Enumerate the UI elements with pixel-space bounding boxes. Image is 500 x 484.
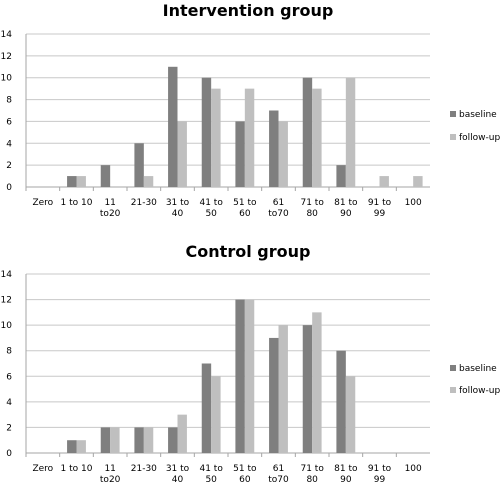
bar-baseline-4 — [168, 66, 178, 187]
bar-follow-up-9 — [345, 77, 356, 187]
y-tick-label: 8 — [6, 96, 12, 106]
y-tick-label: 4 — [6, 139, 12, 149]
bar-follow-up-3 — [143, 427, 154, 453]
y-tick-label: 6 — [6, 372, 12, 382]
bar-baseline-9 — [336, 165, 346, 187]
bar-baseline-3 — [134, 427, 144, 453]
x-tick-label: 41 to 50 — [199, 198, 223, 219]
bar-follow-up-8 — [312, 88, 322, 187]
bar-follow-up-6 — [244, 88, 255, 187]
y-tick-label: 14 — [1, 270, 13, 280]
bar-baseline-5 — [201, 77, 212, 187]
legend-swatch-follow-up — [450, 134, 456, 140]
x-tick-label: 31 to 40 — [166, 464, 190, 484]
bar-follow-up-9 — [345, 376, 356, 453]
x-tick-label: 71 to 80 — [300, 198, 324, 219]
bar-baseline-6 — [235, 121, 245, 187]
chart-title: Control group — [186, 242, 311, 261]
y-tick-label: 0 — [6, 449, 12, 459]
y-tick-label: 14 — [1, 30, 13, 40]
bar-baseline-4 — [168, 427, 178, 453]
bar-follow-up-4 — [177, 414, 187, 453]
x-tick-label: 71 to 80 — [300, 464, 324, 484]
x-tick-label: Zero — [32, 198, 53, 208]
legend-swatch-baseline — [450, 365, 456, 371]
bar-baseline-5 — [201, 363, 212, 453]
x-tick-label: 81 to 90 — [334, 464, 358, 484]
x-tick-label: 51 to 60 — [233, 464, 257, 484]
bar-baseline-6 — [235, 299, 245, 453]
legend-swatch-baseline — [450, 111, 456, 117]
legend-label-baseline: baseline — [459, 364, 497, 374]
x-tick-label: 1 to 10 — [61, 198, 93, 208]
bar-follow-up-2 — [110, 427, 120, 453]
x-tick-label: 100 — [405, 464, 422, 474]
bar-baseline-1 — [67, 176, 77, 187]
bar-baseline-8 — [302, 77, 313, 187]
x-tick-label: 91 to 99 — [368, 464, 392, 484]
bar-baseline-7 — [269, 110, 279, 187]
bar-follow-up-11 — [413, 176, 423, 187]
bar-follow-up-5 — [211, 88, 221, 187]
bar-follow-up-10 — [379, 176, 389, 187]
legend-label-follow-up: follow-up — [459, 386, 500, 396]
bar-follow-up-7 — [278, 121, 288, 187]
bar-baseline-8 — [302, 325, 313, 453]
y-tick-label: 12 — [1, 52, 12, 62]
chart-0: Intervention group 0 2 4 6 8 10 12 14 Zero 1 to 10… — [1, 1, 500, 219]
x-tick-label: 41 to 50 — [199, 464, 223, 484]
bar-follow-up-1 — [76, 440, 86, 453]
x-tick-label: 21-30 — [131, 464, 157, 474]
bar-follow-up-4 — [177, 121, 187, 187]
x-tick-label: 31 to 40 — [166, 198, 190, 219]
y-tick-label: 10 — [1, 321, 13, 331]
bar-follow-up-1 — [76, 176, 86, 187]
y-tick-label: 2 — [6, 423, 12, 433]
y-tick-label: 6 — [6, 117, 12, 127]
x-tick-label: 61 to70 — [268, 198, 289, 219]
x-tick-label: 21-30 — [131, 198, 157, 208]
bar-baseline-2 — [100, 165, 111, 187]
bar-follow-up-5 — [211, 376, 221, 453]
bar-baseline-7 — [269, 337, 279, 453]
bar-follow-up-8 — [312, 312, 322, 453]
x-tick-label: 100 — [405, 198, 422, 208]
bar-follow-up-3 — [143, 176, 154, 187]
y-tick-label: 4 — [6, 398, 12, 408]
legend-label-follow-up: follow-up — [459, 133, 500, 143]
x-tick-label: 11 to20 — [100, 198, 121, 219]
x-tick-label: 1 to 10 — [61, 464, 93, 474]
y-tick-label: 8 — [6, 347, 12, 357]
x-tick-label: 11 to20 — [100, 464, 121, 484]
bar-follow-up-7 — [278, 325, 288, 453]
x-tick-label: 51 to 60 — [233, 198, 257, 219]
bar-follow-up-6 — [244, 299, 255, 453]
bar-baseline-2 — [100, 427, 111, 453]
y-tick-label: 0 — [6, 183, 12, 193]
y-tick-label: 12 — [1, 296, 12, 306]
y-tick-label: 10 — [1, 74, 13, 84]
x-tick-label: 81 to 90 — [334, 198, 358, 219]
chart-1: Control group 0 2 4 6 8 10 12 14 Zero 1 to 10 11 to2… — [1, 242, 500, 484]
bar-baseline-1 — [67, 440, 77, 453]
bar-baseline-3 — [134, 143, 144, 187]
bar-baseline-9 — [336, 350, 346, 453]
legend-label-baseline: baseline — [459, 110, 497, 120]
x-tick-label: 91 to 99 — [368, 198, 392, 219]
x-tick-label: Zero — [32, 464, 53, 474]
x-tick-label: 61 to70 — [268, 464, 289, 484]
chart-title: Intervention group — [163, 1, 334, 20]
y-tick-label: 2 — [6, 161, 12, 171]
legend-swatch-follow-up — [450, 387, 456, 393]
